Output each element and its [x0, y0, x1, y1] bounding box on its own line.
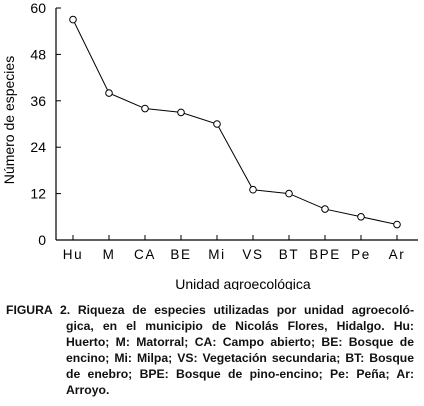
data-point: [177, 108, 185, 117]
series-line: [72, 19, 398, 226]
x-tick-label: BPE: [309, 247, 341, 262]
x-tick-label: Pe: [351, 247, 371, 262]
chart-ticks: 0 12 24 36 48 60 Hu M CA BE Mi VS BT BPE Pe Ar: [30, 0, 406, 262]
caption-continuation: gica, en el municipio de Nicolás Flores,…: [66, 319, 414, 397]
x-tick-label: BE: [170, 247, 191, 262]
y-tick-label: 36: [30, 93, 46, 109]
x-tick-label: Hu: [63, 247, 83, 262]
x-tick-label: Ar: [389, 247, 406, 262]
y-tick-label: 12: [30, 186, 46, 202]
x-tick-label: CA: [134, 247, 156, 262]
data-point: [105, 89, 113, 97]
x-tick-label: M: [103, 247, 116, 262]
x-axis-label: Unidad agroecológica: [175, 276, 311, 290]
data-point: [285, 189, 293, 198]
y-axis-label: Número de especies: [1, 56, 17, 184]
y-tick-label: 0: [38, 232, 46, 248]
chart-axes: [55, 8, 418, 241]
chart-data-points: [69, 15, 401, 229]
data-point: [321, 205, 329, 213]
species-richness-line-chart: 0 12 24 36 48 60 Hu M CA BE Mi VS BT BPE Pe Ar Número d…: [1, 0, 418, 290]
data-point: [249, 185, 257, 194]
x-tick-label: VS: [242, 247, 263, 262]
data-point: [393, 220, 401, 229]
chart-series-line: [72, 19, 398, 226]
caption-first-line: FIGURA 2. Riqueza de especies utilizadas…: [6, 303, 414, 317]
data-point: [213, 120, 221, 128]
data-point: [141, 104, 149, 113]
y-tick-label: 60: [30, 0, 46, 16]
x-tick-label: BT: [279, 247, 299, 262]
figure-caption: FIGURA 2. Riqueza de especies utilizadas…: [6, 302, 414, 398]
data-point: [357, 213, 365, 221]
y-tick-label: 48: [30, 46, 46, 62]
data-point: [69, 15, 77, 24]
x-tick-label: Mi: [208, 247, 225, 262]
y-tick-label: 24: [30, 139, 46, 155]
